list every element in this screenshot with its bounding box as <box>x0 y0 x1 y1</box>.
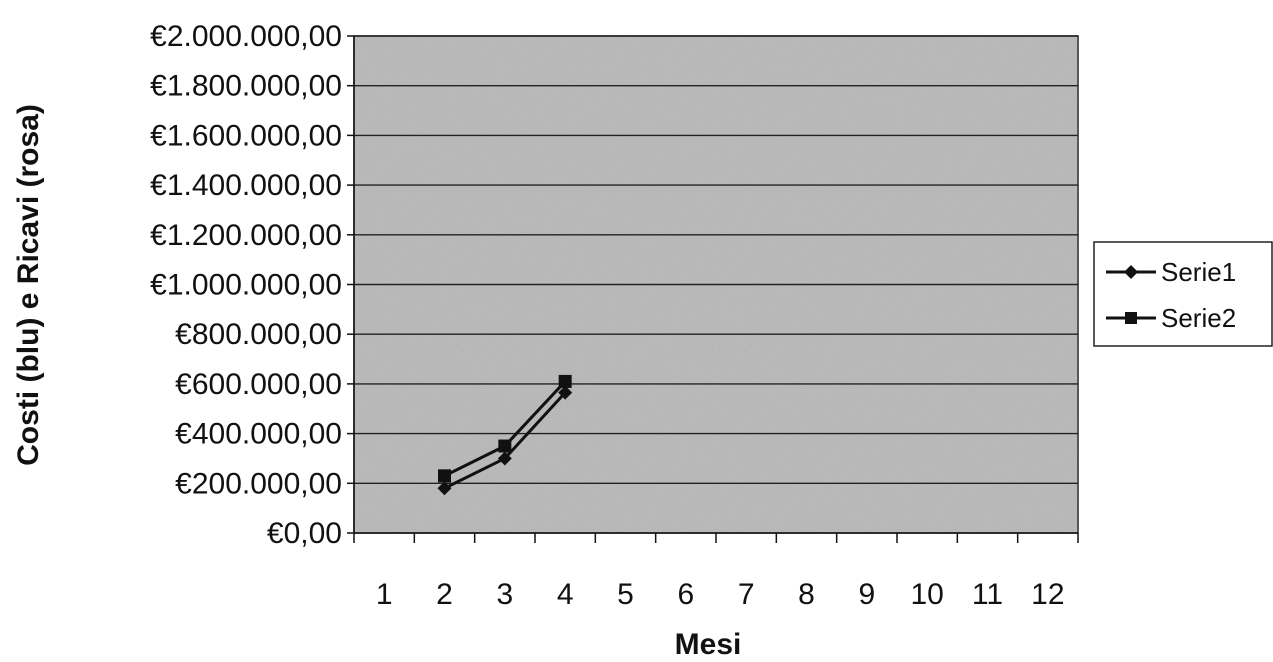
data-point-diamond <box>437 481 452 496</box>
x-tick-label: 8 <box>798 578 815 611</box>
x-tick-label: 11 <box>972 578 1003 611</box>
y-tick-label: €1.800.000,00 <box>150 70 342 103</box>
series-serie2 <box>438 374 572 483</box>
legend-item-serie1: Serie1 <box>1106 257 1236 287</box>
x-tick-label: 1 <box>376 578 393 611</box>
y-tick-label: €1.200.000,00 <box>150 219 342 252</box>
x-tick-label: 12 <box>1031 578 1064 611</box>
y-tick-label: €800.000,00 <box>175 318 342 351</box>
y-tick-label: €200.000,00 <box>175 467 342 500</box>
data-point-diamond <box>497 451 512 466</box>
x-tick-label: 4 <box>557 578 574 611</box>
y-tick-label: €600.000,00 <box>175 368 342 401</box>
legend-item-serie2: Serie2 <box>1106 303 1236 333</box>
series-layer <box>437 374 573 496</box>
y-tick-label: €0,00 <box>267 517 342 550</box>
x-tick-label: 10 <box>910 578 943 611</box>
y-tick-label: €2.000.000,00 <box>150 20 342 53</box>
x-tick-label: 7 <box>738 578 755 611</box>
y-tick-label: €1.400.000,00 <box>150 169 342 202</box>
legend-label-serie1: Serie1 <box>1161 257 1236 287</box>
x-axis: 1 2 3 4 5 6 7 8 9 10 11 12 <box>353 532 1079 611</box>
legend-square-marker-icon <box>1125 312 1137 324</box>
x-tick-label: 9 <box>858 578 875 611</box>
y-tick-label: €1.600.000,00 <box>150 119 342 152</box>
x-tick-label: 5 <box>617 578 634 611</box>
x-tick-label: 3 <box>496 578 513 611</box>
data-point-square <box>558 374 572 388</box>
x-axis-title: Mesi <box>675 628 742 661</box>
legend: Serie1 Serie2 <box>1093 241 1273 347</box>
data-point-square <box>438 469 451 483</box>
y-axis: €0,00 €200.000,00 €400.000,00 €600.000,00 €8… <box>150 20 355 550</box>
y-tick-label: €1.000.000,00 <box>150 269 342 302</box>
legend-label-serie2: Serie2 <box>1161 303 1236 333</box>
x-tick-label: 2 <box>436 578 453 611</box>
legend-box <box>1093 241 1273 347</box>
x-tick-label: 6 <box>677 578 694 611</box>
y-axis-title: Costi (blu) e Ricavi (rosa) <box>12 104 45 466</box>
gridlines <box>354 35 1078 484</box>
data-point-diamond <box>558 385 573 400</box>
legend-diamond-marker-icon <box>1124 265 1138 279</box>
series-serie1 <box>437 385 573 496</box>
data-point-square <box>498 439 512 453</box>
y-tick-label: €400.000,00 <box>175 418 342 451</box>
